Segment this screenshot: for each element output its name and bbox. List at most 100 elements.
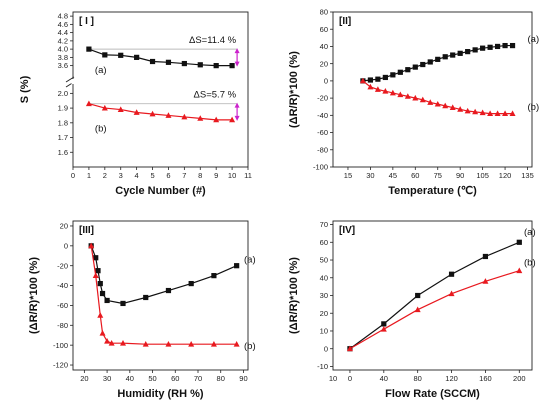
data-point bbox=[165, 112, 172, 118]
data-point bbox=[390, 72, 396, 78]
data-point bbox=[97, 280, 103, 287]
data-point bbox=[374, 86, 381, 92]
x-tick-label: 11 bbox=[244, 171, 252, 180]
data-point bbox=[92, 272, 99, 279]
series-label: (a) bbox=[524, 227, 536, 238]
data-point bbox=[165, 59, 172, 65]
x-tick-label: 90 bbox=[239, 374, 247, 383]
data-point bbox=[165, 287, 172, 294]
data-point bbox=[211, 273, 217, 279]
y-tick-label: -10 bbox=[317, 362, 328, 371]
data-point bbox=[427, 99, 434, 105]
y-tick-label: -60 bbox=[57, 301, 68, 310]
break-gap bbox=[71, 79, 75, 84]
data-point bbox=[389, 89, 396, 96]
y-tick-label: 60 bbox=[320, 238, 328, 247]
y-tick-label: 20 bbox=[320, 309, 328, 318]
data-point bbox=[502, 110, 509, 117]
series-b bbox=[85, 100, 236, 123]
data-point bbox=[346, 345, 353, 352]
delta-annotation: ΔS=11.4 % bbox=[189, 35, 237, 46]
y-tick-label: 10 bbox=[320, 327, 328, 336]
y-tick-label: 50 bbox=[320, 256, 328, 265]
x-tick-label: 105 bbox=[476, 171, 489, 180]
y-axis-label: (ΔR/R)*100 (%) bbox=[28, 257, 40, 334]
y-tick-label: 0 bbox=[64, 241, 68, 250]
x-tick-label: 80 bbox=[217, 374, 225, 383]
y-tick-label: 40 bbox=[320, 273, 328, 282]
data-point bbox=[465, 49, 471, 55]
x-tick-label: 0 bbox=[71, 171, 75, 180]
x-tick-label: 135 bbox=[521, 171, 534, 180]
x-tick-label: 8 bbox=[198, 171, 202, 180]
data-point bbox=[197, 115, 204, 121]
y-tick-label: 1.8 bbox=[58, 118, 68, 127]
x-axis-label: Temperature (℃) bbox=[388, 185, 477, 197]
x-tick-label: 30 bbox=[366, 171, 374, 180]
chart-panel-p4: 0 40 80 120 160 20010-10010203040506070(a)(b)… bbox=[288, 220, 536, 400]
y-tick-label: 80 bbox=[320, 8, 328, 17]
chart-panel-p2: 15 30 45 60 75 90 105 120 135 -100 -80 -60 -40 -20 0 20… bbox=[288, 8, 539, 197]
y-tick-label: -20 bbox=[57, 261, 68, 270]
x-tick-label: 1 bbox=[87, 171, 91, 180]
x-tick-label: 50 bbox=[148, 374, 156, 383]
data-point bbox=[234, 263, 240, 269]
y-tick-label: 4.6 bbox=[58, 20, 68, 29]
y-axis-label: (ΔR/R)*100 (%) bbox=[288, 257, 300, 334]
series-label: (b) bbox=[528, 102, 540, 113]
series-line bbox=[88, 48, 233, 67]
panel-label: [II] bbox=[339, 16, 351, 27]
data-point bbox=[516, 239, 522, 245]
y-axis-label: S (%) bbox=[19, 75, 31, 103]
data-point bbox=[99, 330, 106, 336]
y-tick-label: 40 bbox=[320, 42, 328, 51]
y-tick-label: -60 bbox=[317, 128, 328, 137]
panel-label: [IV] bbox=[339, 225, 355, 236]
y-tick-label: -80 bbox=[57, 321, 68, 330]
data-point bbox=[397, 69, 403, 75]
data-point bbox=[229, 63, 235, 69]
data-point bbox=[367, 77, 374, 83]
data-point bbox=[149, 110, 156, 117]
data-point bbox=[165, 340, 172, 347]
delta-annotation: ΔS=5.7 % bbox=[194, 90, 237, 101]
series-line bbox=[349, 270, 520, 350]
x-tick-label: 2 bbox=[103, 171, 107, 180]
data-point bbox=[367, 83, 374, 90]
y-tick-label: 60 bbox=[320, 25, 328, 34]
data-point bbox=[405, 67, 411, 73]
y-tick-label: 4.8 bbox=[58, 12, 68, 21]
data-point bbox=[104, 337, 111, 344]
y-tick-label: 30 bbox=[320, 291, 328, 300]
plot-frame bbox=[332, 220, 533, 371]
x-tick-label: 90 bbox=[456, 171, 464, 180]
series-b bbox=[88, 242, 240, 347]
y-tick-label: -40 bbox=[317, 111, 328, 120]
series-a bbox=[360, 42, 516, 84]
arrow-head bbox=[234, 48, 240, 54]
x-tick-label: 5 bbox=[150, 171, 154, 180]
x-tick-label: 40 bbox=[380, 374, 388, 383]
x-tick-label: 3 bbox=[119, 171, 123, 180]
data-point bbox=[375, 76, 381, 82]
y-tick-label: 4.2 bbox=[58, 36, 68, 45]
chart-panel-p3: 20 30 40 50 60 70 80 90 -120 -100 -80 -60 -40 -20 0 20 (… bbox=[28, 220, 256, 400]
panel-label: [III] bbox=[79, 225, 94, 236]
y-tick-label: -80 bbox=[317, 145, 328, 154]
data-point bbox=[382, 88, 389, 94]
series-line bbox=[362, 80, 513, 115]
y-tick-label: 1.7 bbox=[58, 133, 68, 142]
x-tick-label: 75 bbox=[434, 171, 442, 180]
y-tick-label: 1.9 bbox=[58, 104, 68, 113]
data-point bbox=[210, 340, 217, 347]
data-point bbox=[434, 100, 441, 107]
plot-frame bbox=[72, 220, 249, 371]
data-point bbox=[442, 54, 448, 60]
x-tick-label: 30 bbox=[103, 374, 111, 383]
series-label: (a) bbox=[95, 65, 107, 76]
series-line bbox=[349, 241, 520, 350]
data-point bbox=[85, 100, 92, 107]
x-tick-label: 4 bbox=[135, 171, 139, 180]
y-tick-label: -100 bbox=[313, 163, 328, 172]
